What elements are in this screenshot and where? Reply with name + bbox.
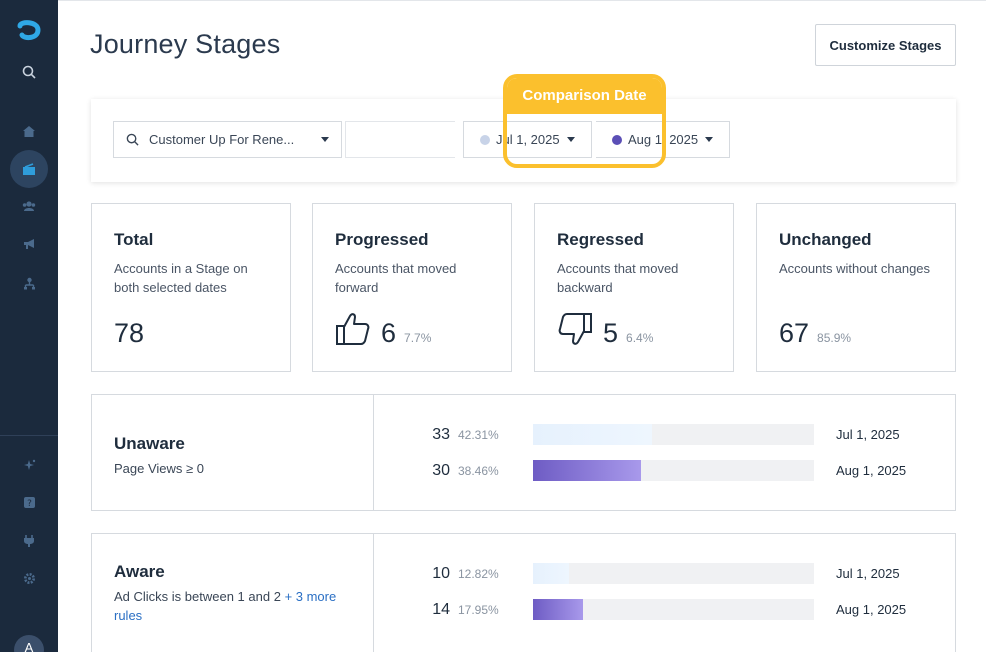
stage-card-aware[interactable]: Aware Ad Clicks is between 1 and 2 + 3 m… — [91, 533, 956, 652]
stat-title: Regressed — [557, 230, 644, 249]
stage-card-unaware[interactable]: Unaware Page Views ≥ 0 33 42.31% Jul 1, … — [91, 394, 956, 511]
stat-description: Accounts in a Stage on both selected dat… — [114, 261, 248, 295]
chevron-down-icon — [567, 137, 575, 142]
segment-select-value: Customer Up For Rene... — [149, 132, 295, 147]
sidebar: ? A — [0, 0, 58, 652]
journey-stages-icon[interactable] — [19, 159, 39, 179]
stage-row-count: 30 — [432, 462, 450, 479]
stage-row-bar-track — [533, 563, 814, 584]
stage-rule: Page Views ≥ 0 — [114, 461, 205, 476]
segment-select[interactable]: Customer Up For Rene... — [113, 121, 342, 158]
stat-title: Progressed — [335, 230, 429, 249]
customize-stages-button[interactable]: Customize Stages — [815, 24, 956, 66]
stage-row-bar — [533, 424, 652, 445]
stat-card-progressed: Progressed Accounts that moved forward 6… — [312, 203, 512, 372]
logo-icon[interactable] — [16, 20, 42, 42]
stage-row-bar — [533, 563, 570, 584]
thumbs-up-icon — [336, 313, 370, 345]
date-a-select[interactable]: Jul 1, 2025 — [463, 121, 592, 158]
stat-value: 78 — [114, 318, 145, 348]
search-icon — [126, 133, 139, 146]
stage-row-date: Jul 1, 2025 — [836, 427, 900, 442]
page-title: Journey Stages — [90, 29, 281, 59]
stage-row: 10 12.82% Jul 1, 2025 — [374, 563, 957, 585]
more-rules-link[interactable]: + 3 more rules — [114, 589, 337, 623]
stage-rule-text: Ad Clicks is between 1 and 2 — [114, 589, 281, 604]
stage-row: 30 38.46% Aug 1, 2025 — [374, 460, 957, 482]
comparison-date-label: Comparison Date — [507, 78, 662, 114]
stat-title: Unchanged — [779, 230, 872, 249]
stage-row-count: 14 — [432, 601, 450, 618]
stage-row-count: 10 — [432, 565, 450, 582]
stat-description: Accounts that moved forward — [335, 261, 457, 295]
stage-row-date: Aug 1, 2025 — [836, 602, 907, 617]
stage-row: 33 42.31% Jul 1, 2025 — [374, 424, 957, 446]
filter-spacer — [345, 121, 455, 158]
stage-name: Aware — [114, 562, 165, 581]
stage-row-percent: 42.31% — [458, 428, 499, 442]
comparison-date-highlight: Comparison Date — [503, 74, 666, 168]
sparkle-icon[interactable] — [19, 455, 39, 475]
stage-rule: Ad Clicks is between 1 and 2 + 3 more ru… — [114, 587, 351, 625]
stat-title: Total — [114, 230, 154, 249]
date-b-dot — [612, 134, 622, 145]
stage-row-percent: 12.82% — [458, 567, 499, 581]
stage-row-bar-track — [533, 599, 814, 620]
chevron-down-icon — [705, 137, 713, 142]
people-icon[interactable] — [19, 196, 39, 216]
stat-card-total: Total Accounts in a Stage on both select… — [91, 203, 291, 372]
search-icon[interactable] — [19, 62, 39, 82]
stage-row-bar — [533, 599, 584, 620]
stage-row-bar-track — [533, 460, 814, 481]
stage-row-percent: 38.46% — [458, 464, 499, 478]
main-content: Journey Stages Customize Stages Customer… — [58, 0, 986, 652]
stage-row-count: 33 — [432, 426, 450, 443]
stat-percent: 6.4% — [626, 331, 654, 345]
sidebar-divider — [0, 435, 58, 436]
org-chart-icon[interactable] — [19, 273, 39, 293]
stat-value: 67 — [779, 318, 810, 348]
date-a-dot — [480, 134, 490, 145]
stage-row-date: Aug 1, 2025 — [836, 463, 907, 478]
megaphone-icon[interactable] — [19, 234, 39, 254]
plug-icon[interactable] — [19, 531, 39, 551]
stat-card-regressed: Regressed Accounts that moved backward 5… — [534, 203, 734, 372]
date-a-value: Jul 1, 2025 — [496, 132, 560, 147]
stat-card-unchanged: Unchanged Accounts without changes 67 85… — [756, 203, 956, 372]
thumbs-down-icon — [558, 313, 592, 345]
stat-value: 6 — [381, 318, 397, 348]
stage-row-date: Jul 1, 2025 — [836, 566, 900, 581]
stage-row-bar-track — [533, 424, 814, 445]
stat-percent: 7.7% — [404, 331, 432, 345]
chevron-down-icon — [321, 137, 329, 142]
stage-name: Unaware — [114, 434, 185, 453]
gear-icon[interactable] — [19, 568, 39, 588]
stage-row-percent: 17.95% — [458, 603, 499, 617]
stage-row: 14 17.95% Aug 1, 2025 — [374, 599, 957, 621]
stat-description: Accounts without changes — [779, 261, 931, 276]
stat-value: 5 — [603, 318, 619, 348]
stat-percent: 85.9% — [817, 331, 852, 345]
home-icon[interactable] — [19, 121, 39, 141]
avatar[interactable]: A — [14, 635, 44, 652]
stage-row-bar — [533, 460, 642, 481]
help-icon[interactable]: ? — [19, 492, 39, 512]
stat-description: Accounts that moved backward — [557, 261, 679, 295]
svg-text:?: ? — [27, 499, 32, 509]
